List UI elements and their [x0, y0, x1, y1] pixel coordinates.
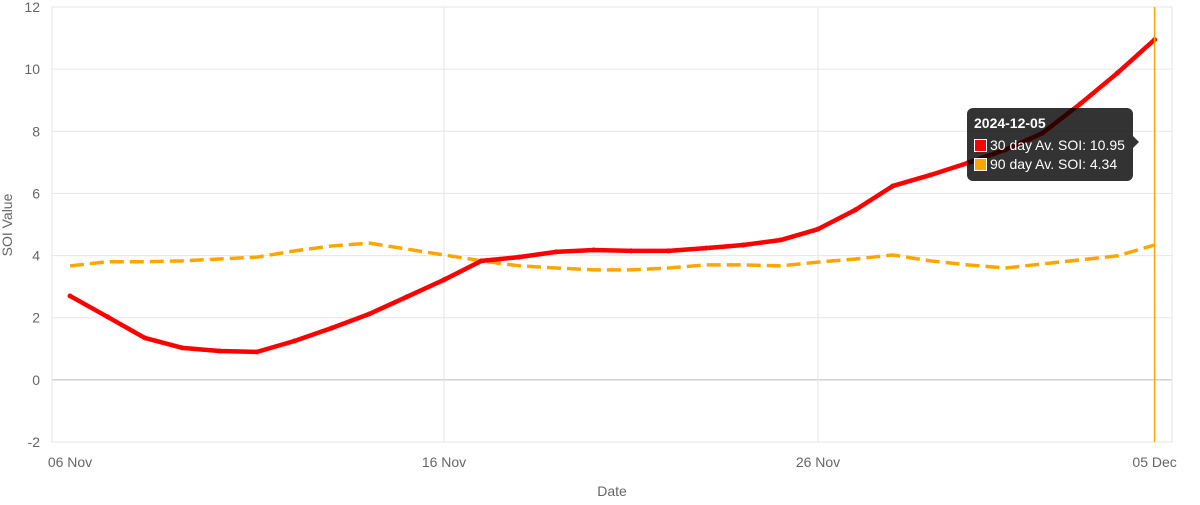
data-point	[67, 293, 73, 299]
x-tick-label: 26 Nov	[796, 454, 840, 470]
tooltip: 2024-12-05 30 day Av. SOI: 10.95 90 day …	[967, 108, 1139, 181]
tooltip-row-30day: 30 day Av. SOI: 10.95	[974, 136, 1125, 155]
data-point	[404, 294, 410, 300]
y-tick-label: 4	[32, 248, 40, 264]
data-point	[254, 349, 260, 355]
series-layer	[67, 37, 1158, 355]
data-point	[890, 183, 896, 189]
tooltip-row-text: 30 day Av. SOI: 10.95	[990, 137, 1125, 153]
y-axis-title: SOI Value	[0, 193, 15, 256]
y-tick-label: 12	[24, 0, 40, 15]
data-point	[217, 348, 223, 354]
x-tick-label: 05 Dec	[1132, 454, 1176, 470]
y-tick-label: 8	[32, 123, 40, 139]
data-point	[815, 226, 821, 232]
x-tick-label: 06 Nov	[48, 454, 92, 470]
data-point	[366, 311, 372, 317]
y-axis-ticks: -2 0 2 4 6 8 10 12	[24, 0, 40, 450]
series-line-30day	[68, 37, 1157, 355]
x-axis-title: Date	[597, 483, 627, 499]
data-point	[329, 325, 335, 331]
data-point	[740, 242, 746, 248]
data-point	[291, 338, 297, 344]
data-point	[441, 277, 447, 283]
data-point	[778, 237, 784, 243]
y-tick-label: 6	[32, 185, 40, 201]
data-point	[553, 249, 559, 255]
data-point	[142, 335, 148, 341]
data-point	[628, 248, 634, 254]
data-point	[516, 254, 522, 260]
data-point	[179, 345, 185, 351]
series-line-90day	[69, 241, 1156, 272]
data-point	[852, 207, 858, 213]
data-point	[1077, 101, 1083, 107]
data-point	[703, 245, 709, 251]
data-point	[591, 247, 597, 253]
data-point	[665, 248, 671, 254]
grid	[51, 6, 1173, 443]
y-tick-label: 0	[32, 372, 40, 388]
tooltip-title: 2024-12-05	[974, 115, 1046, 131]
tooltip-row-text: 90 day Av. SOI: 4.34	[990, 156, 1118, 172]
y-tick-label: 10	[24, 61, 40, 77]
y-tick-label: -2	[28, 434, 41, 450]
data-point	[1114, 70, 1120, 76]
y-tick-label: 2	[32, 310, 40, 326]
data-point	[104, 314, 110, 320]
x-tick-label: 16 Nov	[422, 454, 466, 470]
legend-swatch-30day	[974, 139, 987, 152]
data-point	[478, 258, 484, 264]
legend-swatch-90day	[974, 158, 987, 171]
data-point	[927, 172, 933, 178]
tooltip-row-90day: 90 day Av. SOI: 4.34	[974, 155, 1125, 174]
x-axis-ticks: 06 Nov 16 Nov 26 Nov 05 Dec	[48, 454, 1177, 470]
